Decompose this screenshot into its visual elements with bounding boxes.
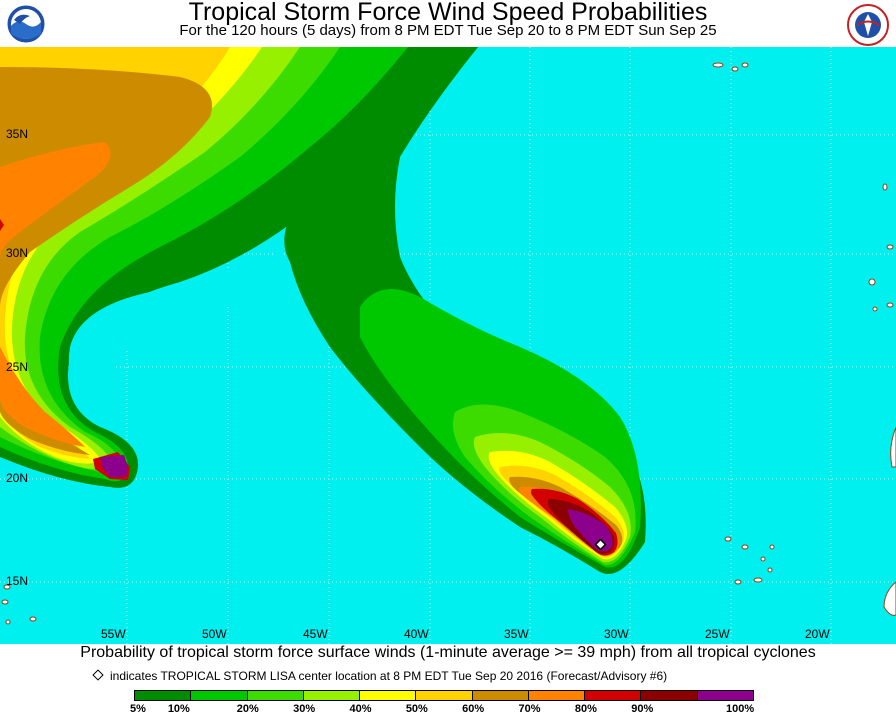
colorbar-label: 60% <box>462 703 485 715</box>
colorbar-segment <box>585 691 642 700</box>
lat-label-30n: 30N <box>6 246 29 260</box>
storm-center-legend-text: indicates TROPICAL STORM LISA center loc… <box>110 669 668 683</box>
colorbar-label: 20% <box>236 703 259 715</box>
colorbar-label: 70% <box>518 703 541 715</box>
lon-label-45w: 45W <box>303 627 328 641</box>
tropical-storm-lisa-center-marker <box>594 538 607 551</box>
colorbar-label: 90% <box>631 703 654 715</box>
lisa-wind-swath <box>284 47 646 574</box>
national-weather-service-logo <box>847 4 889 46</box>
lon-label-25w: 25W <box>705 627 730 641</box>
colorbar-segment <box>641 691 698 700</box>
colorbar-segment <box>191 691 248 700</box>
lon-label-55w: 55W <box>101 627 126 641</box>
page-title: Tropical Storm Force Wind Speed Probabil… <box>188 0 708 26</box>
colorbar-segment <box>528 691 586 700</box>
lat-label-25n: 25N <box>6 360 29 374</box>
noaa-logo <box>6 4 46 44</box>
map-caption: Probability of tropical storm force surf… <box>80 644 816 661</box>
colorbar-segment <box>360 691 417 700</box>
lon-label-50w: 50W <box>202 627 227 641</box>
lat-label-15n: 15N <box>6 574 29 588</box>
lon-label-30w: 30W <box>604 627 629 641</box>
colorbar-segment <box>472 691 529 700</box>
lat-label-35n: 35N <box>6 127 29 141</box>
page-subtitle: For the 120 hours (5 days) from 8 PM EDT… <box>179 22 717 39</box>
colorbar-label: 100% <box>726 703 755 715</box>
inner-ocean-gap <box>68 252 300 437</box>
footer: Probability of tropical storm force surf… <box>0 644 896 716</box>
colorbar-segment <box>697 691 753 700</box>
storm-center-legend: indicates TROPICAL STORM LISA center loc… <box>92 669 668 683</box>
colorbar-label: 40% <box>349 703 372 715</box>
colorbar-segment <box>247 691 304 700</box>
colorbar-label: 50% <box>405 703 428 715</box>
colorbar-segment <box>303 691 361 700</box>
lon-label-40w: 40W <box>404 627 429 641</box>
probability-map: 35N 30N 25N 20N 15N 55W 50W 45W 40W 35W … <box>0 47 896 644</box>
probability-colorbar <box>134 690 754 701</box>
northern-wind-swath <box>0 47 478 488</box>
header: Tropical Storm Force Wind Speed Probabil… <box>0 0 896 46</box>
coastline <box>1 62 896 625</box>
colorbar-label: 80% <box>574 703 597 715</box>
colorbar-segment <box>135 691 192 700</box>
colorbar-label: 5% <box>130 703 146 715</box>
colorbar-segment <box>416 691 473 700</box>
lat-label-20n: 20N <box>6 471 29 485</box>
colorbar-label: 10% <box>167 703 190 715</box>
colorbar-label: 30% <box>293 703 316 715</box>
lon-label-20w: 20W <box>805 627 830 641</box>
lon-label-35w: 35W <box>504 627 529 641</box>
map-canvas <box>0 47 896 644</box>
storm-center-diamond-icon <box>92 669 104 681</box>
